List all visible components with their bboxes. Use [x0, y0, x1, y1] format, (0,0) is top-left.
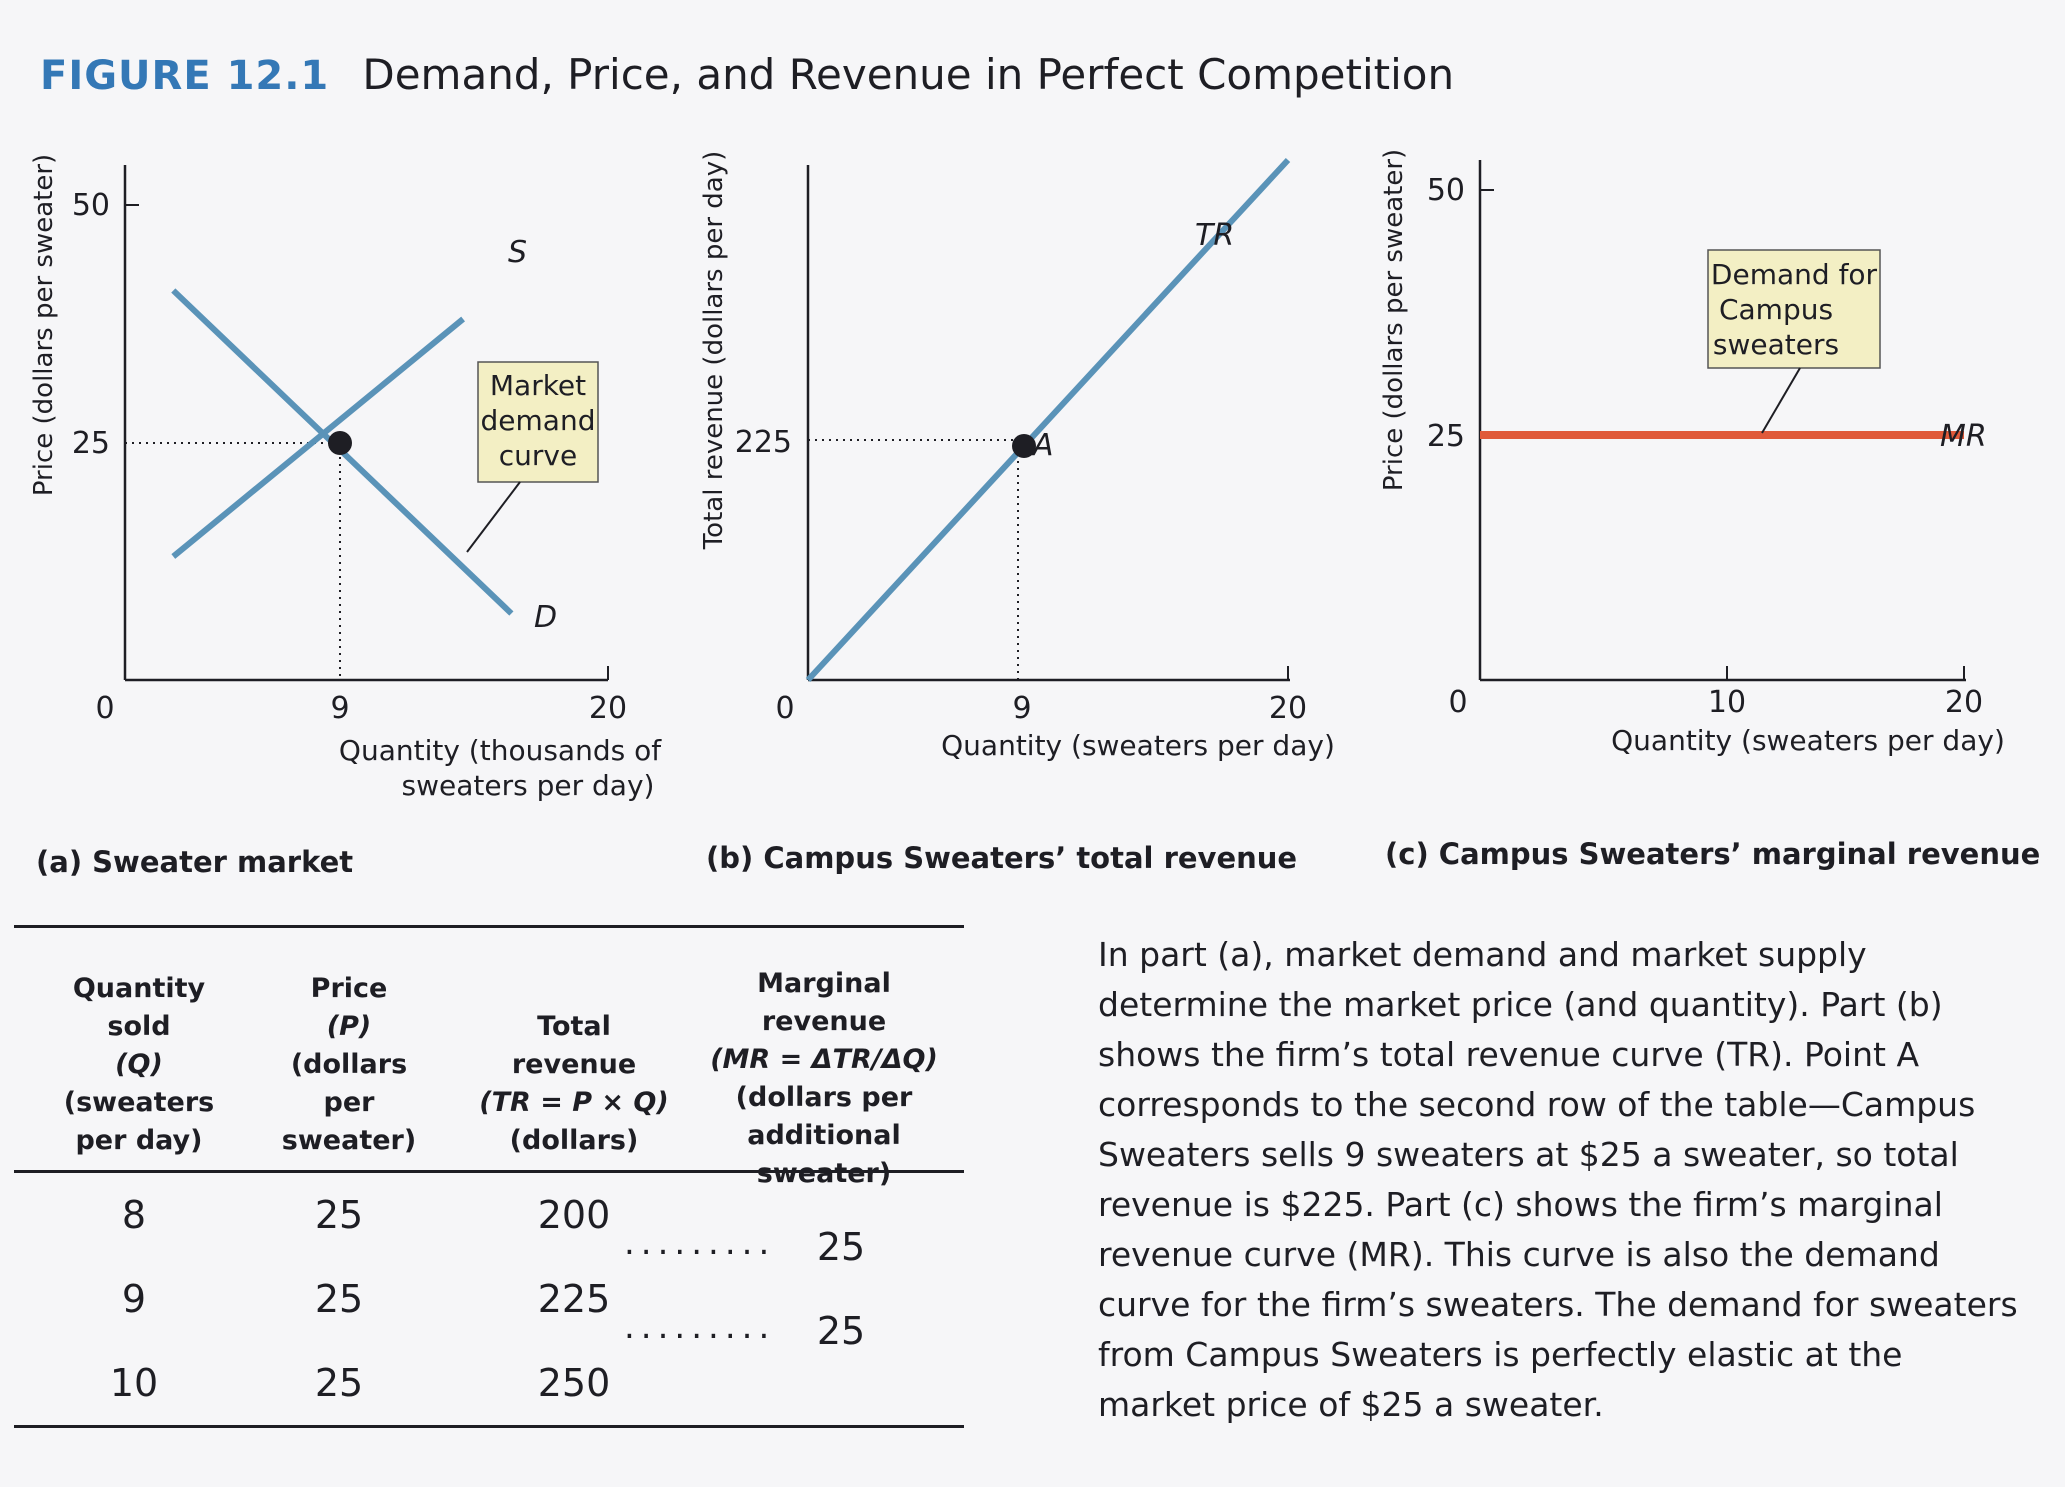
- panel-a-sweater-market: Market demand curve S D 50 25 0 9 20 Qua…: [29, 154, 662, 879]
- panel-c-marginal-revenue: MR Demand for Campus sweaters 50 25 0 10…: [1379, 149, 2040, 871]
- x-axis-label: Quantity (sweaters per day): [1611, 724, 2005, 757]
- table-cell: 200: [537, 1193, 611, 1237]
- figure-label: FIGURE 12.1: [40, 53, 330, 99]
- point-a-label: A: [1031, 428, 1054, 463]
- x-tick-label: 0: [775, 691, 794, 726]
- x-tick-label: 20: [1945, 685, 1983, 720]
- y-axis-label: Total revenue (dollars per day): [699, 151, 729, 551]
- firm-demand-label-line: sweaters: [1713, 328, 1839, 361]
- header-quantity: Quantity sold (Q) (sweaters per day): [34, 970, 244, 1160]
- x-axis-label: Quantity (sweaters per day): [941, 729, 1335, 762]
- table-cell: 25: [314, 1193, 364, 1237]
- market-demand-pointer: [466, 481, 521, 553]
- x-tick-label: 20: [589, 691, 627, 726]
- x-tick-label: 20: [1269, 691, 1307, 726]
- table-cell: 225: [537, 1277, 611, 1321]
- x-axis-label-line: Quantity (thousands of: [339, 734, 662, 767]
- table-header-rule: [14, 1170, 964, 1173]
- panel-caption: (a) Sweater market: [36, 845, 353, 879]
- demand-label: D: [534, 600, 557, 635]
- charts-canvas: Market demand curve S D 50 25 0 9 20 Qua…: [29, 149, 2040, 879]
- panel-caption: (b) Campus Sweaters’ total revenue: [706, 841, 1297, 875]
- header-line: (dollars: [290, 1049, 408, 1080]
- header-line: per day): [75, 1125, 203, 1156]
- header-line: revenue: [511, 1049, 637, 1080]
- figure-title: Demand, Price, and Revenue in Perfect Co…: [362, 50, 1455, 99]
- header-line: Price: [310, 973, 388, 1004]
- header-line: (dollars): [509, 1125, 639, 1156]
- table-bottom-rule: [14, 1425, 964, 1428]
- total-revenue-label: TR: [1195, 218, 1234, 253]
- total-revenue-curve: [805, 157, 1291, 683]
- header-line: sold: [107, 1011, 171, 1042]
- supply-curve: [171, 316, 466, 559]
- header-line: per: [323, 1087, 375, 1118]
- firm-demand-pointer: [1761, 367, 1801, 434]
- y-tick-label: 25: [1427, 419, 1465, 454]
- marginal-revenue-cell: 25: [816, 1225, 866, 1269]
- y-tick-label: 50: [1427, 173, 1465, 208]
- table-cell: 25: [314, 1277, 364, 1321]
- market-demand-label-line: curve: [499, 439, 577, 472]
- header-line: revenue: [761, 1006, 887, 1037]
- header-line: Marginal: [757, 968, 891, 999]
- firm-demand-label-box: [1707, 249, 1881, 369]
- firm-demand-label-line: Campus: [1719, 293, 1833, 326]
- panel-b-total-revenue: A TR 225 0 9 20 Quantity (sweaters per d…: [699, 151, 1335, 875]
- dotted-leader: .........: [624, 1307, 776, 1347]
- table-cell: 25: [314, 1361, 364, 1405]
- figure-caption: In part (a), market demand and market su…: [1098, 935, 2018, 1424]
- market-demand-label-line: Market: [490, 369, 586, 402]
- table-cell: 8: [121, 1193, 147, 1237]
- table-cell: 9: [121, 1277, 147, 1321]
- supply-label: S: [508, 235, 527, 270]
- header-line: additional sweater): [747, 1120, 901, 1189]
- header-price: Price (P) (dollars per sweater): [249, 970, 449, 1160]
- header-line: Total: [537, 1011, 611, 1042]
- market-demand-label-line: demand: [481, 404, 596, 437]
- marginal-revenue-cell: 25: [816, 1309, 866, 1353]
- table-cell: 10: [109, 1361, 159, 1405]
- equilibrium-point: [328, 431, 352, 455]
- header-line: (dollars per: [735, 1082, 913, 1113]
- table-cell: 250: [537, 1361, 611, 1405]
- panel-caption: (c) Campus Sweaters’ marginal revenue: [1385, 837, 2040, 871]
- header-line: (sweaters: [63, 1087, 215, 1118]
- header-line: (MR = ΔTR/ΔQ): [710, 1044, 938, 1075]
- header-marginal-revenue: Marginal revenue (MR = ΔTR/ΔQ) (dollars …: [689, 965, 959, 1193]
- header-line: (TR = P × Q): [479, 1087, 669, 1118]
- x-tick-label: 9: [1012, 691, 1031, 726]
- x-axis-label-line: sweaters per day): [402, 769, 655, 802]
- x-tick-label: 10: [1708, 685, 1746, 720]
- point-a: [1012, 434, 1036, 458]
- figure-heading: FIGURE 12.1 Demand, Price, and Revenue i…: [40, 50, 1454, 120]
- y-tick-label: 50: [72, 188, 110, 223]
- header-line: sweater): [281, 1125, 417, 1156]
- marginal-revenue-label: MR: [1940, 419, 1987, 454]
- market-demand-label-box: [477, 361, 599, 483]
- dotted-leader: .........: [624, 1223, 776, 1263]
- y-axis-label: Price (dollars per sweater): [1379, 149, 1409, 491]
- x-tick-label: 0: [1448, 685, 1467, 720]
- y-tick-label: 225: [735, 425, 792, 460]
- header-line: (Q): [115, 1049, 163, 1080]
- header-line: (P): [326, 1011, 372, 1042]
- y-axis-label: Price (dollars per sweater): [29, 154, 59, 496]
- header-line: Quantity: [72, 973, 206, 1004]
- y-tick-label: 25: [72, 426, 110, 461]
- x-tick-label: 0: [95, 691, 114, 726]
- firm-demand-label-line: Demand for: [1711, 258, 1878, 291]
- x-tick-label: 9: [330, 691, 349, 726]
- header-total-revenue: Total revenue (TR = P × Q) (dollars): [464, 1008, 684, 1160]
- table-top-rule: [14, 925, 964, 928]
